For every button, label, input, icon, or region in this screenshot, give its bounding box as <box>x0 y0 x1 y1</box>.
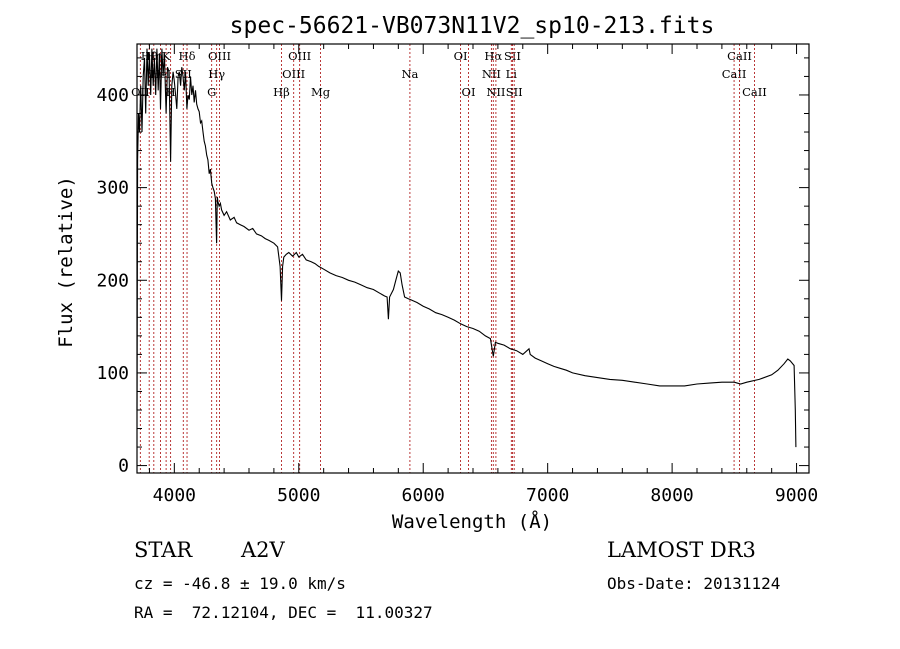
y-tick-label: 0 <box>118 456 129 477</box>
line-marker-label: Hδ <box>179 49 196 63</box>
line-marker-label: OIII <box>208 49 231 63</box>
line-marker-label: CaII <box>727 49 752 63</box>
x-tick-label: 9000 <box>775 485 818 506</box>
line-marker-label: OI <box>462 85 476 99</box>
line-marker-label: OI <box>454 49 468 63</box>
spectrum-line <box>136 48 797 448</box>
y-tick-label: 300 <box>96 178 129 199</box>
line-marker-label: SII <box>504 49 521 63</box>
line-marker-label: Na <box>401 67 418 81</box>
line-marker-label: G <box>207 85 216 99</box>
y-axis: 0 100 200 300 400 <box>96 57 809 477</box>
x-tick-label: 7000 <box>526 485 569 506</box>
chart-title: spec-56621-VB073N11V2_sp10-213.fits <box>230 13 715 39</box>
redshift-text: cz = -46.8 ± 19.0 km/s <box>134 574 346 593</box>
line-marker-label: NII <box>486 85 505 99</box>
y-axis-label: Flux (relative) <box>55 176 77 348</box>
coordinates-text: RA = 72.12104, DEC = 11.00327 <box>134 603 433 622</box>
line-marker-label: CaII <box>742 85 767 99</box>
line-markers: OIIHθHηHeIKHSIIHδGHγOIIIHβOIIIOIIIMgNaOI… <box>131 44 767 473</box>
x-tick-label: 8000 <box>650 485 693 506</box>
y-tick-label: 400 <box>96 85 129 106</box>
line-marker-label: NII <box>482 67 501 81</box>
y-tick-label: 100 <box>96 363 129 384</box>
line-marker-label: OIII <box>288 49 311 63</box>
line-marker-label: CaII <box>722 67 747 81</box>
plot-frame <box>136 43 810 474</box>
x-axis: 4000 5000 6000 7000 8000 9000 <box>148 44 818 506</box>
line-marker-label: SII <box>506 85 523 99</box>
line-marker-label: SII <box>175 67 192 81</box>
x-axis-label: Wavelength (Å) <box>392 510 552 533</box>
x-tick-label: 4000 <box>153 485 196 506</box>
line-marker-label: Hα <box>484 49 502 63</box>
line-marker-label: OIII <box>282 67 305 81</box>
line-marker-label: Li <box>506 67 518 81</box>
object-subclass: A2V <box>241 538 285 562</box>
line-marker-label: Mg <box>311 85 331 99</box>
survey-name: LAMOST DR3 <box>607 538 756 562</box>
y-tick-label: 200 <box>96 270 129 291</box>
x-tick-label: 5000 <box>277 485 320 506</box>
obs-date-text: Obs-Date: 20131124 <box>607 574 781 593</box>
object-class: STAR <box>134 538 193 562</box>
line-marker-label: K <box>162 49 171 63</box>
x-tick-label: 6000 <box>402 485 445 506</box>
line-marker-label: Hγ <box>208 67 225 81</box>
line-marker-label: Hβ <box>273 85 290 99</box>
line-marker-label: H <box>166 85 176 99</box>
